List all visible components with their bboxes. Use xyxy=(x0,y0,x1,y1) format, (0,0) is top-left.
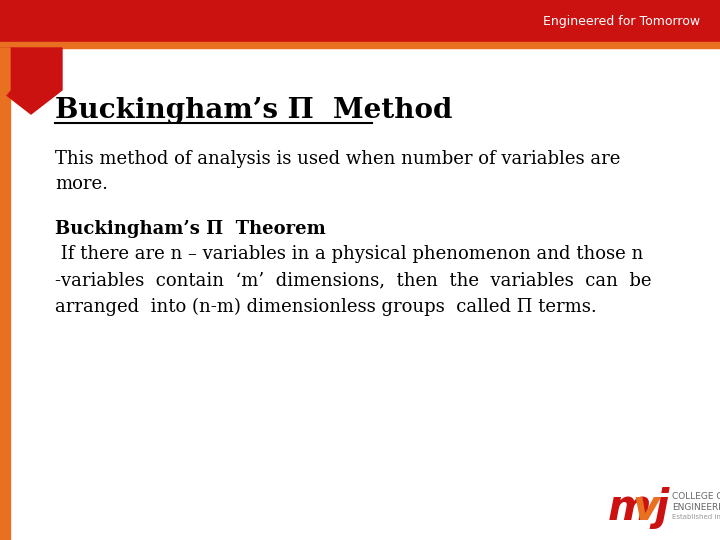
Polygon shape xyxy=(0,48,62,114)
Bar xyxy=(0,42,720,48)
Text: Buckingham’s Π  Theorem: Buckingham’s Π Theorem xyxy=(55,220,325,238)
Text: v: v xyxy=(632,487,659,529)
Text: COLLEGE OF
ENGINEERING: COLLEGE OF ENGINEERING xyxy=(672,491,720,512)
Text: j: j xyxy=(654,487,668,529)
Text: Buckingham’s Π  Method: Buckingham’s Π Method xyxy=(55,97,452,124)
Bar xyxy=(0,0,720,42)
Text: Established in 1999: Established in 1999 xyxy=(672,514,720,520)
Text: m: m xyxy=(608,487,652,529)
Bar xyxy=(0,48,10,540)
Text: This method of analysis is used when number of variables are
more.: This method of analysis is used when num… xyxy=(55,150,621,193)
Text: If there are n – variables in a physical phenomenon and those n
-variables  cont: If there are n – variables in a physical… xyxy=(55,245,652,316)
Polygon shape xyxy=(0,48,10,102)
Text: Engineered for Tomorrow: Engineered for Tomorrow xyxy=(543,15,700,28)
